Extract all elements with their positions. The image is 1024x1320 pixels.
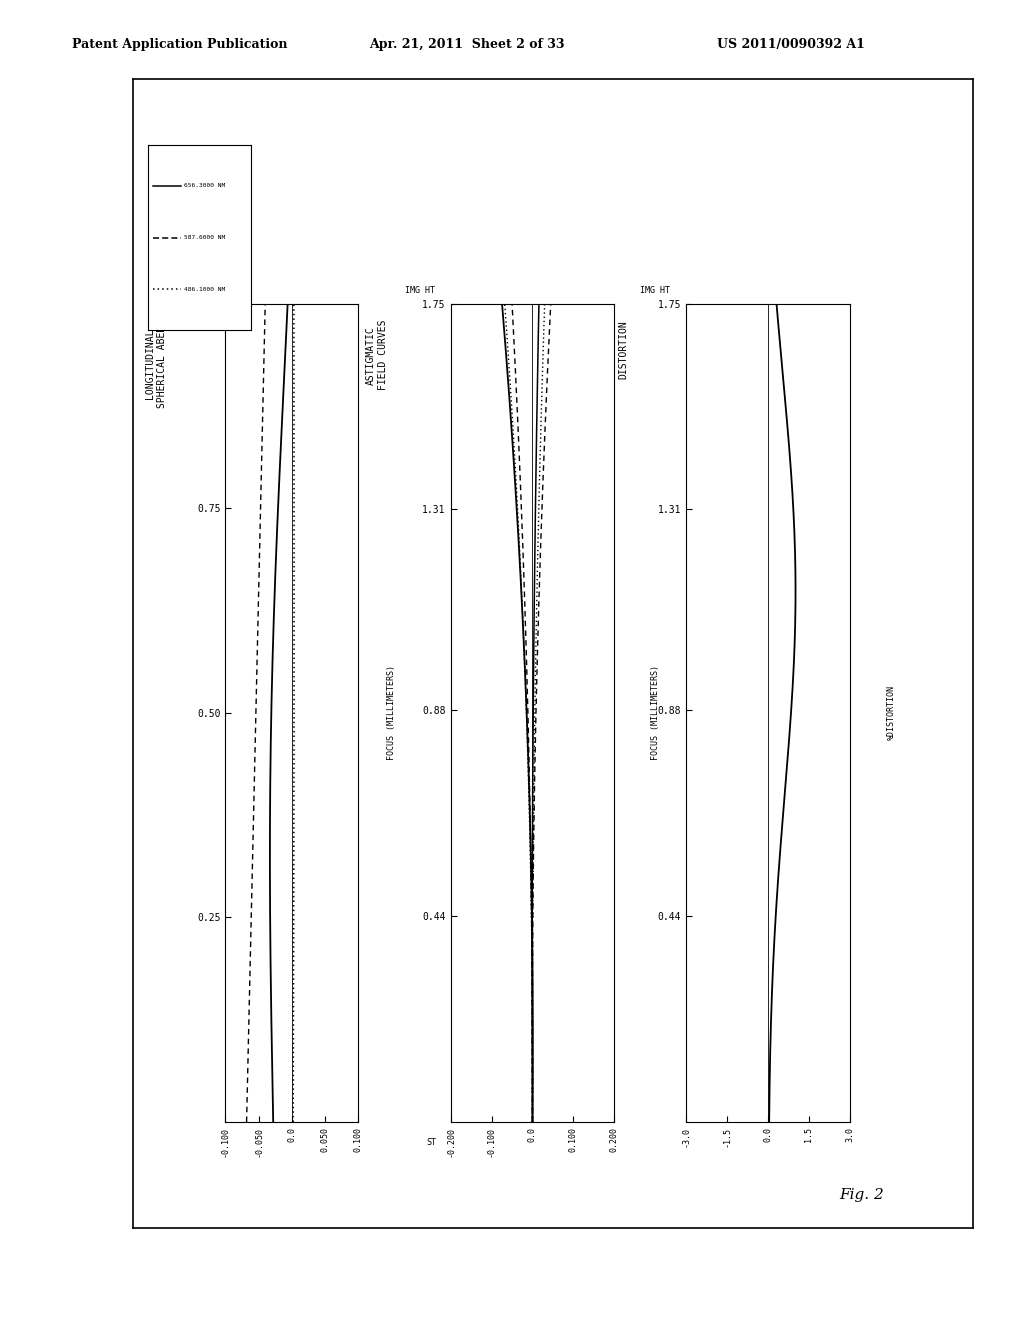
Text: ST: ST	[426, 1138, 436, 1147]
Text: FOCUS (MILLIMETERS): FOCUS (MILLIMETERS)	[387, 665, 396, 760]
Text: 656.3000 NM: 656.3000 NM	[184, 183, 225, 189]
Text: Fig. 2: Fig. 2	[840, 1188, 885, 1201]
Text: DISTORTION: DISTORTION	[618, 319, 629, 379]
Text: FOCUS (MILLIMETERS): FOCUS (MILLIMETERS)	[651, 665, 659, 760]
Text: %DISTORTION: %DISTORTION	[887, 685, 895, 741]
Text: ASTIGMATIC
FIELD CURVES: ASTIGMATIC FIELD CURVES	[366, 319, 388, 391]
Text: Patent Application Publication: Patent Application Publication	[72, 37, 287, 50]
Text: LONGITUDINAL
SPHERICAL ABER.: LONGITUDINAL SPHERICAL ABER.	[145, 319, 167, 408]
Text: IMG HT: IMG HT	[640, 286, 670, 296]
Text: IMG HT: IMG HT	[404, 286, 434, 296]
Text: US 2011/0090392 A1: US 2011/0090392 A1	[717, 37, 864, 50]
Text: 587.6000 NM: 587.6000 NM	[184, 235, 225, 240]
Text: Apr. 21, 2011  Sheet 2 of 33: Apr. 21, 2011 Sheet 2 of 33	[369, 37, 564, 50]
Text: 486.1000 NM: 486.1000 NM	[184, 286, 225, 292]
